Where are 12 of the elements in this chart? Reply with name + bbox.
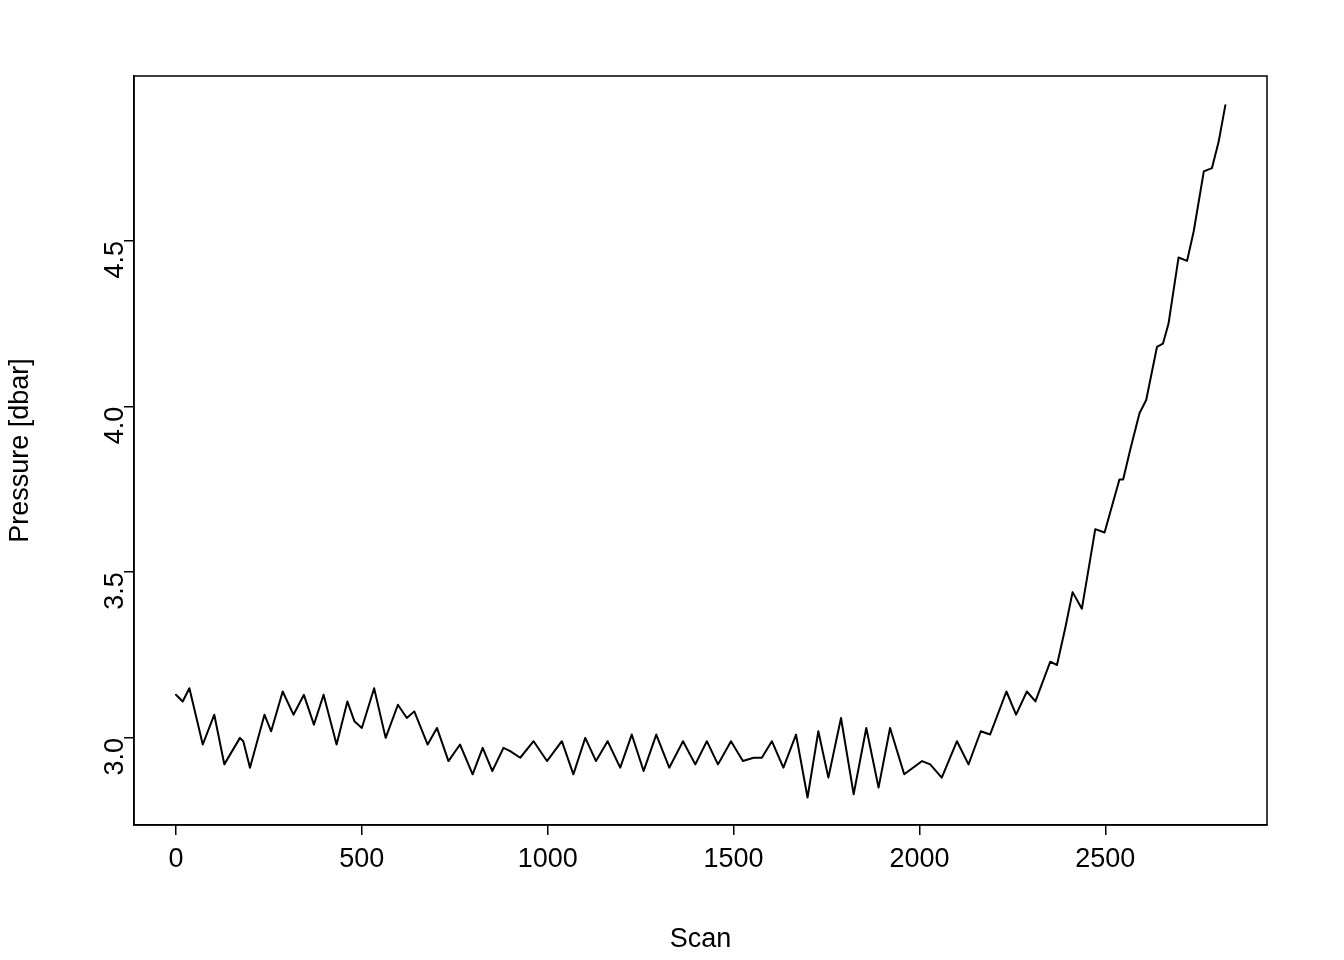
y-tick-label: 3.5 bbox=[99, 572, 130, 610]
x-tick-label: 1000 bbox=[517, 842, 578, 873]
x-axis-title: Scan bbox=[669, 923, 732, 954]
x-tick-label: 0 bbox=[168, 842, 184, 873]
x-tick-label: 2500 bbox=[1075, 842, 1136, 873]
x-tick-label: 500 bbox=[339, 842, 385, 873]
y-tick-label: 4.0 bbox=[99, 406, 130, 445]
y-axis-title: Pressure [dbar] bbox=[3, 358, 34, 543]
y-tick-label: 4.5 bbox=[99, 240, 130, 279]
y-tick-label: 3.0 bbox=[99, 737, 130, 776]
x-tick-label: 2000 bbox=[889, 842, 950, 873]
x-tick-label: 1500 bbox=[703, 842, 764, 873]
